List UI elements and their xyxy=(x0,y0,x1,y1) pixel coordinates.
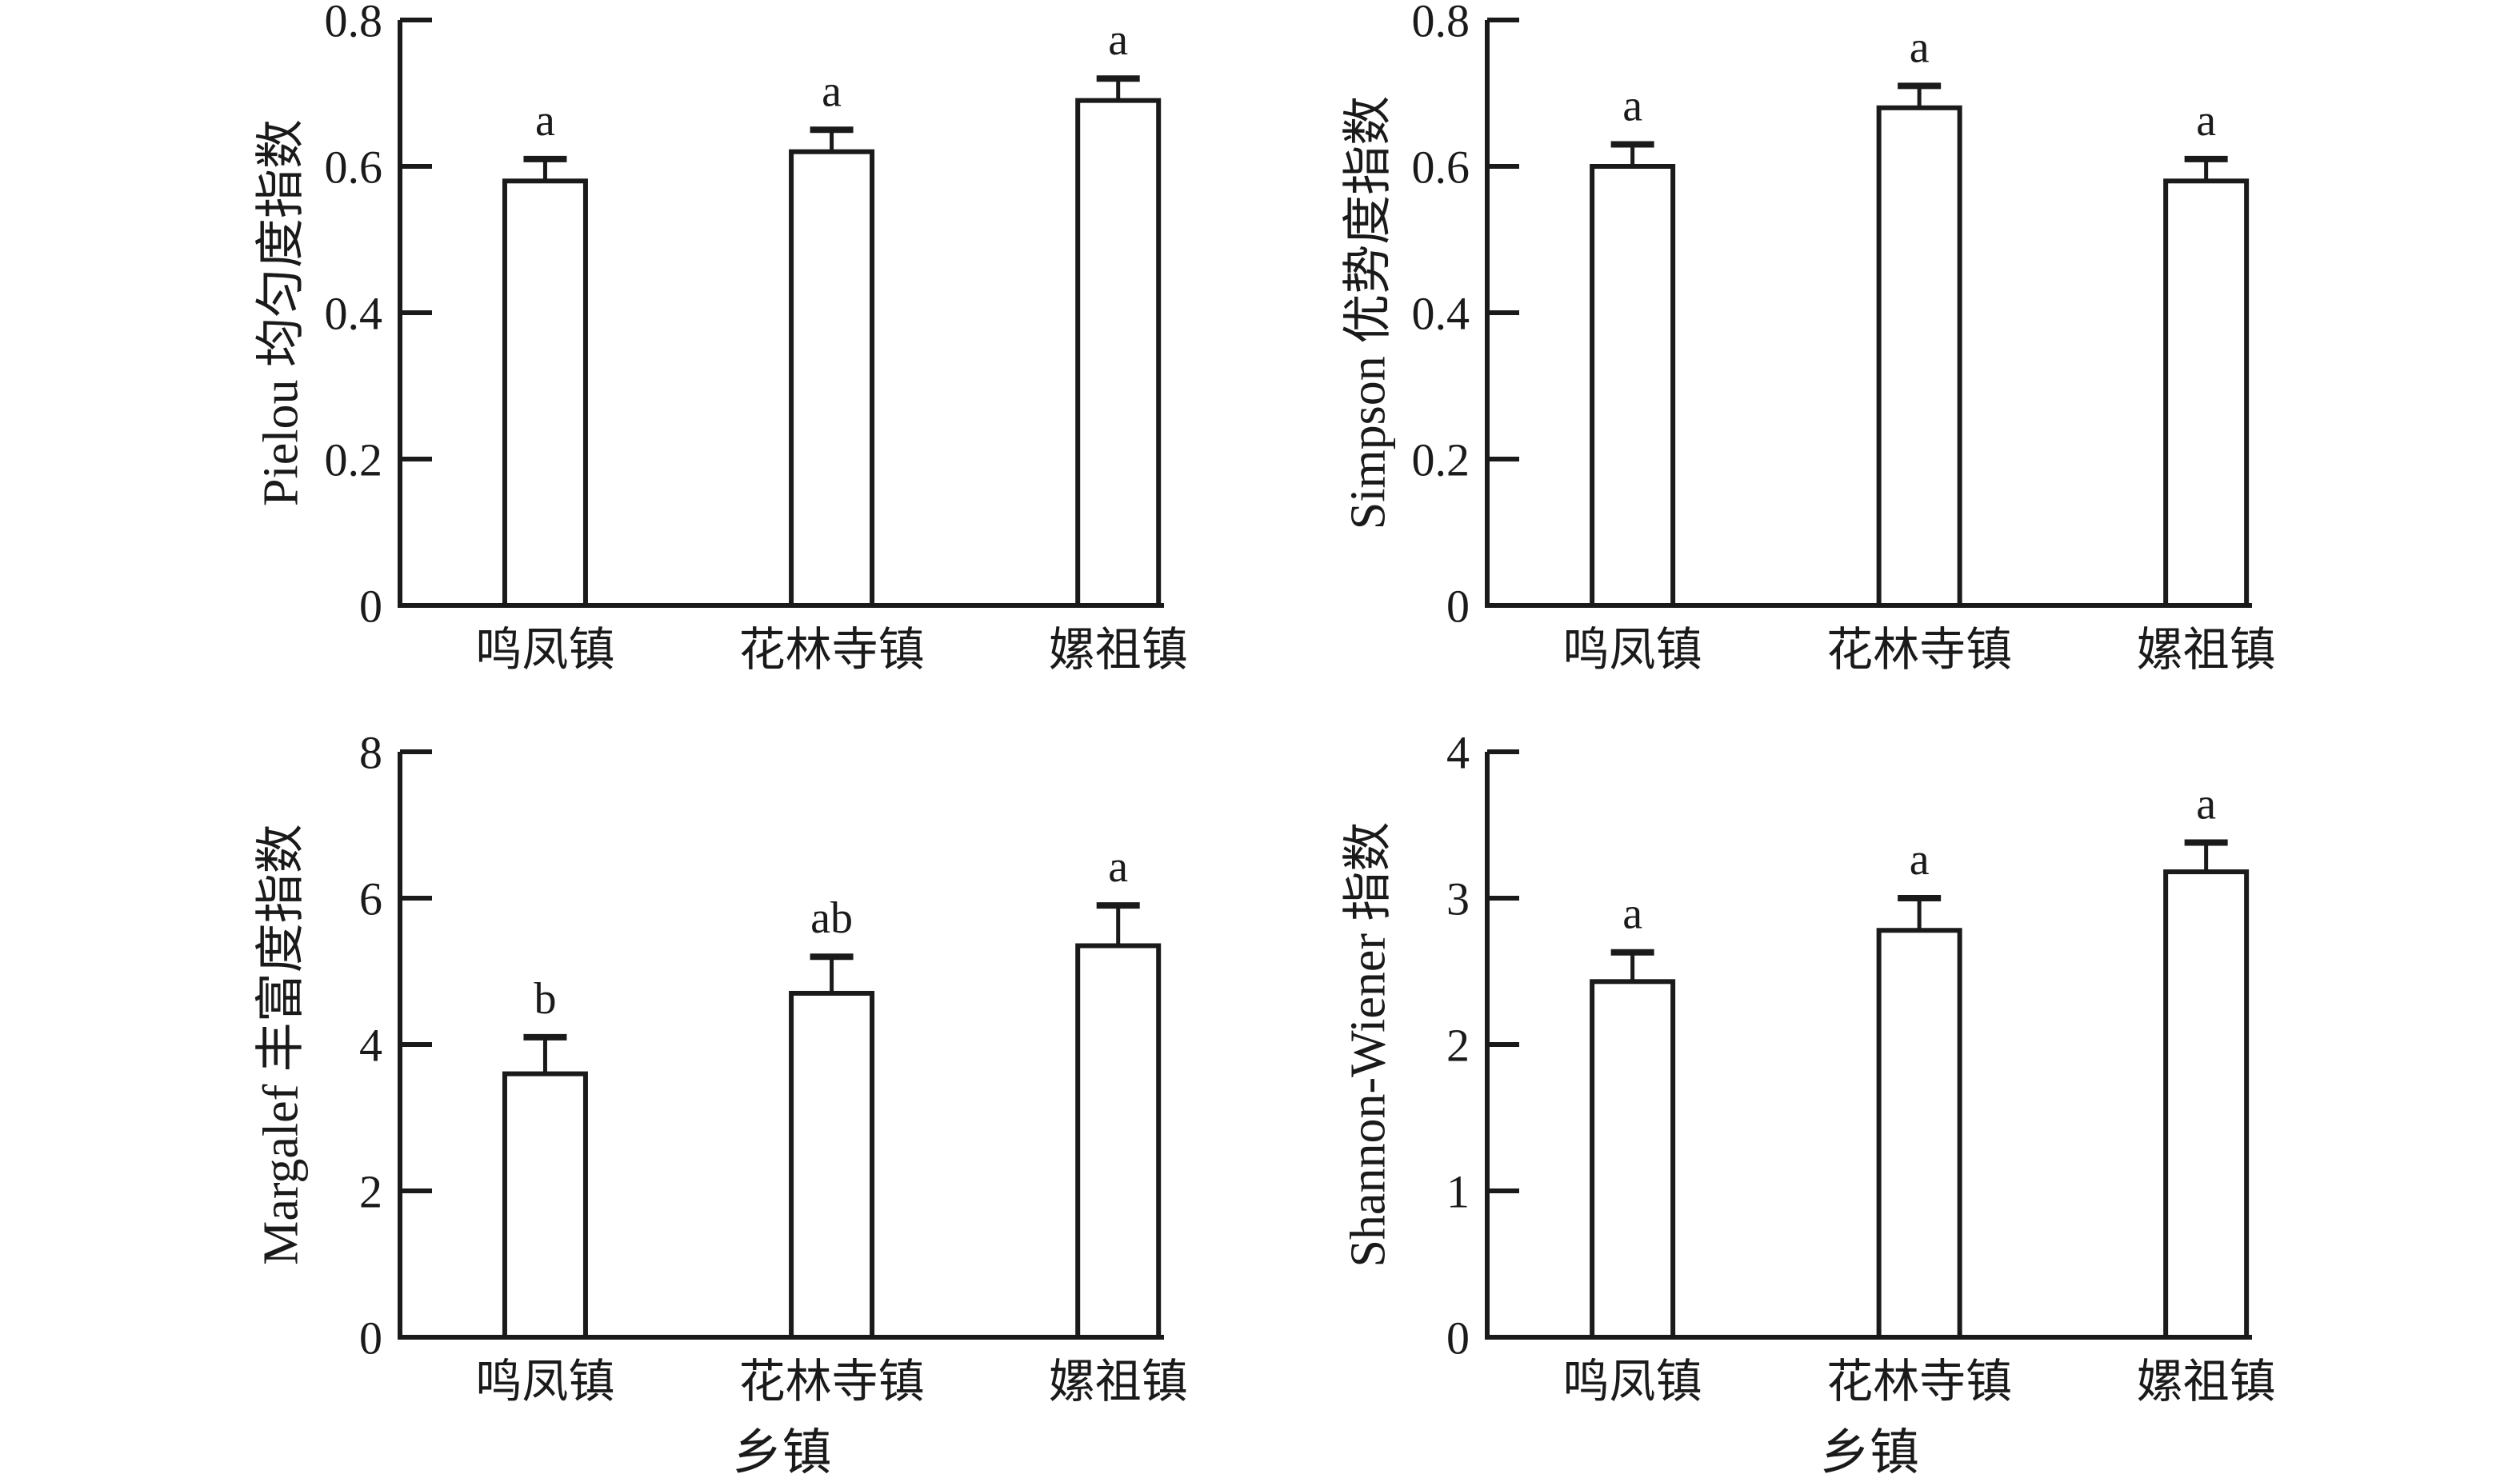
significance-letter: a xyxy=(2196,96,2216,146)
y-tick-label: 0.2 xyxy=(1412,433,1470,485)
x-axis-title: 乡镇 xyxy=(1820,1426,1919,1474)
category-label: 鸣凤镇 xyxy=(1563,624,1702,676)
significance-letter: a xyxy=(535,96,555,146)
category-label: 花林寺镇 xyxy=(739,1356,925,1408)
bar xyxy=(1590,979,1676,1340)
bar xyxy=(502,1071,588,1340)
category-label: 花林寺镇 xyxy=(739,624,925,676)
y-tick-label: 4 xyxy=(1446,726,1470,778)
bar xyxy=(789,149,875,608)
bar xyxy=(1876,928,1962,1340)
significance-letter: a xyxy=(1108,842,1128,892)
y-tick-label: 8 xyxy=(359,726,382,778)
y-tick-label: 4 xyxy=(359,1019,382,1071)
y-axis-title: Margalef 丰富度指数 xyxy=(254,824,309,1265)
y-tick-label: 2 xyxy=(1446,1019,1470,1071)
bar xyxy=(2163,178,2250,609)
y-tick-label: 6 xyxy=(359,873,382,925)
significance-letter: a xyxy=(1622,82,1642,131)
significance-letter: a xyxy=(1622,889,1642,939)
category-label: 花林寺镇 xyxy=(1826,624,2012,676)
pielou-chart-panel: 0 0.2 0.4 0.6 0.8 Pielou 均匀度指数 a 鸣凤镇 a 花林寺镇 a 嫘祖镇 xyxy=(254,0,1188,676)
y-axis-title: Shannon-Wiener 指数 xyxy=(1342,821,1396,1267)
bar xyxy=(1876,105,1962,609)
significance-letter: a xyxy=(1910,835,1930,885)
y-tick-label: 2 xyxy=(359,1165,382,1217)
y-tick-label: 0.6 xyxy=(325,141,383,193)
bar xyxy=(1075,98,1162,608)
category-label: 鸣凤镇 xyxy=(1563,1356,1702,1408)
category-label: 嫘祖镇 xyxy=(2137,1356,2276,1408)
y-tick-label: 0.4 xyxy=(325,287,383,339)
bar xyxy=(789,990,875,1340)
y-tick-label: 0.2 xyxy=(325,433,383,485)
category-label: 嫘祖镇 xyxy=(1049,1356,1188,1408)
y-tick-label: 0.8 xyxy=(1412,0,1470,46)
y-tick-label: 3 xyxy=(1446,873,1470,925)
bar xyxy=(2163,869,2250,1340)
bar xyxy=(1590,164,1676,608)
y-tick-label: 0 xyxy=(1446,1312,1470,1364)
y-axis-title: Pielou 均匀度指数 xyxy=(254,119,309,506)
category-label: 鸣凤镇 xyxy=(475,1356,614,1408)
y-tick-label: 0 xyxy=(359,1312,382,1364)
category-label: 花林寺镇 xyxy=(1826,1356,2012,1408)
y-tick-label: 0 xyxy=(359,580,382,632)
y-tick-label: 0.6 xyxy=(1412,141,1470,193)
y-tick-label: 1 xyxy=(1446,1165,1470,1217)
bar xyxy=(502,178,588,609)
significance-letter: ab xyxy=(810,893,853,943)
y-tick-label: 0 xyxy=(1446,580,1470,632)
significance-letter: a xyxy=(1108,15,1128,65)
y-tick-label: 0.8 xyxy=(325,0,383,46)
bar xyxy=(1075,943,1162,1340)
category-label: 嫘祖镇 xyxy=(2137,624,2276,676)
category-label: 嫘祖镇 xyxy=(1049,624,1188,676)
significance-letter: a xyxy=(2196,779,2216,829)
y-axis-title: Simpson 优势度指数 xyxy=(1342,96,1396,530)
category-label: 鸣凤镇 xyxy=(475,624,614,676)
simpson-chart-panel: 0 0.2 0.4 0.6 0.8 Simpson 优势度指数 a 鸣凤镇 a 花林寺镇 a 嫘祖镇 xyxy=(1342,0,2276,676)
significance-letter: a xyxy=(822,66,842,116)
significance-letter: b xyxy=(534,974,556,1024)
y-tick-label: 0.4 xyxy=(1412,287,1470,339)
x-axis-title: 乡镇 xyxy=(732,1426,831,1474)
significance-letter: a xyxy=(1910,22,1930,72)
